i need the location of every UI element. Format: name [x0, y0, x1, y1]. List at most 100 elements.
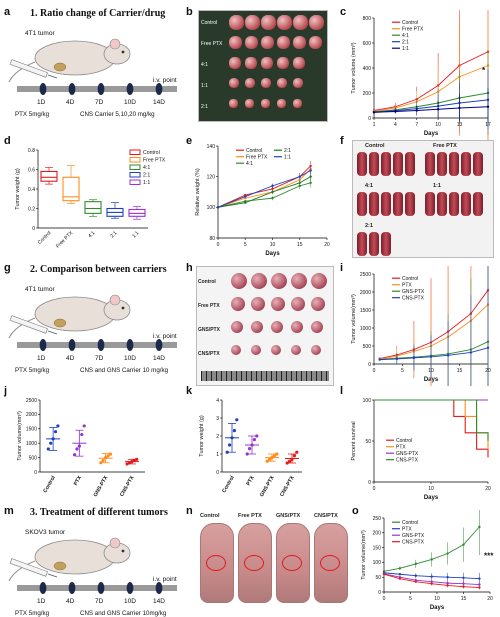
- tumor-sample: [437, 152, 447, 176]
- tumor-sample: [229, 99, 238, 108]
- tumor-sample: [381, 232, 391, 256]
- dose-right-label: CNS and GNS Carrier 10mg/kg: [80, 610, 167, 617]
- y-tick-label: 0: [378, 590, 381, 596]
- mouse-eye-icon: [121, 549, 125, 553]
- panel-letter-g: g: [4, 262, 11, 274]
- legend-label: Control: [143, 150, 160, 156]
- data-point: [309, 181, 312, 184]
- tumor-label: 4T1 tumor: [25, 30, 55, 37]
- series-line: [374, 399, 489, 458]
- x-tick-label: Control: [221, 475, 236, 494]
- day-label: 1D: [37, 355, 46, 362]
- x-tick-label: 4:1: [87, 230, 96, 239]
- data-point: [395, 357, 398, 361]
- data-point: [268, 457, 272, 461]
- timeline-bar: [17, 86, 177, 92]
- data-point: [235, 418, 239, 422]
- syringe-icon: [9, 315, 48, 334]
- panel-letter-a: a: [4, 6, 11, 18]
- y-tick-label: 4: [216, 398, 219, 404]
- tumor-sample: [311, 345, 321, 355]
- x-tick-label: 4: [394, 122, 397, 128]
- data-point: [469, 351, 473, 354]
- day-label: 4D: [66, 598, 75, 605]
- box: [84, 201, 102, 214]
- data-point: [298, 175, 301, 178]
- data-point: [398, 567, 402, 570]
- tumor-sample: [311, 297, 325, 311]
- row-label: Free PTX: [201, 41, 223, 47]
- tumor-label: 4T1 tumor: [25, 286, 55, 293]
- chart-k: 0 1 2 3 4 Tumor weight (g) Control PTX GNS-PTX CN…: [199, 398, 302, 498]
- y-tick-label: 120: [207, 174, 216, 180]
- mouse-ear-icon: [109, 537, 121, 549]
- tumor-sample: [271, 273, 287, 289]
- tumor-sample: [261, 36, 275, 50]
- timeline-marker: [68, 83, 76, 95]
- tumor-sample: [261, 78, 272, 89]
- tumor-sample: [277, 78, 288, 89]
- tumor-sample: [309, 36, 323, 50]
- y-tick-label: 200: [373, 531, 382, 537]
- data-point: [486, 346, 490, 349]
- day-label: 1D: [37, 99, 46, 106]
- data-point: [272, 454, 276, 458]
- timeline-marker: [39, 582, 47, 594]
- data-point: [292, 454, 296, 458]
- data-point: [99, 461, 103, 465]
- tumor-sample: [231, 345, 241, 355]
- data-point: [486, 105, 490, 108]
- y-tick-label: 500: [29, 455, 38, 461]
- x-tick-label: CNS-PTX: [279, 475, 296, 498]
- data-point: [382, 573, 386, 576]
- tumor-sample: [357, 192, 367, 216]
- tumor-sample: [357, 152, 367, 176]
- data-point: [462, 543, 465, 546]
- timeline-bar: [17, 342, 177, 348]
- data-point: [271, 196, 274, 200]
- series-line: [373, 65, 489, 112]
- series-line: [373, 51, 489, 111]
- data-point: [462, 576, 465, 579]
- tumor-sample: [231, 297, 245, 311]
- needle-icon: [47, 330, 58, 335]
- dose-left-label: PTX 5mg/kg: [15, 111, 50, 118]
- legend-label: PTX: [396, 445, 406, 451]
- scheme-2: 4T1 tumor i.v. point 1D 4D 7D 10D 14D PTX 5mg/k…: [5, 276, 185, 376]
- y-tick-label: 600: [363, 41, 372, 47]
- tumor-sample: [251, 321, 263, 333]
- y-tick-label: 800: [363, 16, 372, 22]
- tumor-sample: [229, 36, 243, 50]
- y-axis-label: Relative weight (%): [195, 168, 201, 216]
- tumor-sample: [261, 15, 276, 30]
- data-point: [298, 181, 301, 184]
- y-axis-label: Tumor volume(mm³): [351, 294, 357, 344]
- x-tick-label: 5: [409, 596, 412, 602]
- tumor-sample: [277, 99, 286, 108]
- x-axis-label: Days: [424, 495, 439, 501]
- y-tick-label: 0: [368, 480, 371, 486]
- series-line: [373, 99, 489, 113]
- x-axis-label: Days: [265, 251, 280, 257]
- section-title-3: 3. Treatment of different tumors: [30, 507, 168, 518]
- tumor-circle-icon: [282, 555, 302, 571]
- chart-o: 0 50 100 150 200 250 Tumor volume(mm³) 0 5 10 15 20…: [361, 510, 494, 611]
- tumor-sample: [231, 273, 247, 289]
- y-tick-label: 1: [216, 452, 219, 458]
- scheme-1: 4T1 tumor i.v. point 1D 4D 7D 10D 14D PTX 5mg/k…: [5, 20, 185, 120]
- x-tick-label: 20: [487, 596, 493, 602]
- tumor-sample: [271, 345, 281, 355]
- data-point: [228, 443, 232, 447]
- data-point: [372, 111, 376, 114]
- y-axis-label: Tumor weight (g): [199, 415, 205, 457]
- tumor-icon: [53, 561, 67, 571]
- tumor-sample: [473, 192, 483, 216]
- tumor-sample: [311, 273, 327, 289]
- legend-label: GNS-PTX: [402, 533, 425, 539]
- legend-label: 1:1: [284, 155, 291, 161]
- x-tick-label: 20: [485, 486, 491, 492]
- group-label: Control: [365, 143, 385, 149]
- tumor-sample: [291, 321, 303, 333]
- day-label: 10D: [124, 355, 136, 362]
